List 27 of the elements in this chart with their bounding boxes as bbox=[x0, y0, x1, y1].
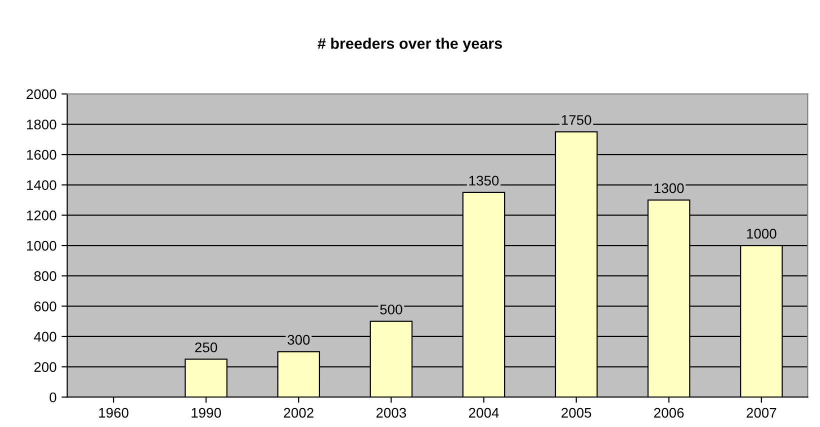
x-tick-label: 1960 bbox=[99, 408, 128, 418]
data-label: 1350 bbox=[469, 176, 499, 186]
x-tick-label: 2004 bbox=[469, 408, 499, 418]
y-tick-label: 800 bbox=[34, 271, 56, 282]
x-tick-label: 2003 bbox=[376, 408, 406, 418]
data-label: 500 bbox=[380, 304, 402, 314]
data-label: 1300 bbox=[654, 183, 684, 194]
y-tick-label: 400 bbox=[34, 332, 56, 342]
x-tick-label: 1990 bbox=[192, 408, 221, 418]
data-label: 1000 bbox=[747, 228, 776, 239]
data-label: 1750 bbox=[562, 115, 592, 125]
data-label: 300 bbox=[288, 334, 310, 345]
y-tick-label: 2000 bbox=[26, 89, 56, 100]
x-tick-label: 2006 bbox=[654, 408, 684, 418]
y-tick-label: 1800 bbox=[26, 120, 56, 130]
x-tick-label: 2005 bbox=[562, 408, 592, 418]
x-tick-label: 2002 bbox=[284, 408, 314, 418]
y-tick-label: 0 bbox=[50, 392, 56, 402]
y-tick-label: 200 bbox=[34, 362, 56, 372]
y-tick-label: 1600 bbox=[26, 150, 56, 160]
y-tick-label: 1200 bbox=[26, 210, 56, 220]
data-label: 250 bbox=[195, 342, 218, 352]
x-tick-label: 2007 bbox=[746, 408, 776, 418]
y-tick-label: 1400 bbox=[26, 180, 56, 190]
chart-title: # breeders over the years bbox=[318, 38, 502, 52]
y-tick-label: 1000 bbox=[26, 240, 56, 251]
y-tick-label: 600 bbox=[34, 301, 56, 312]
